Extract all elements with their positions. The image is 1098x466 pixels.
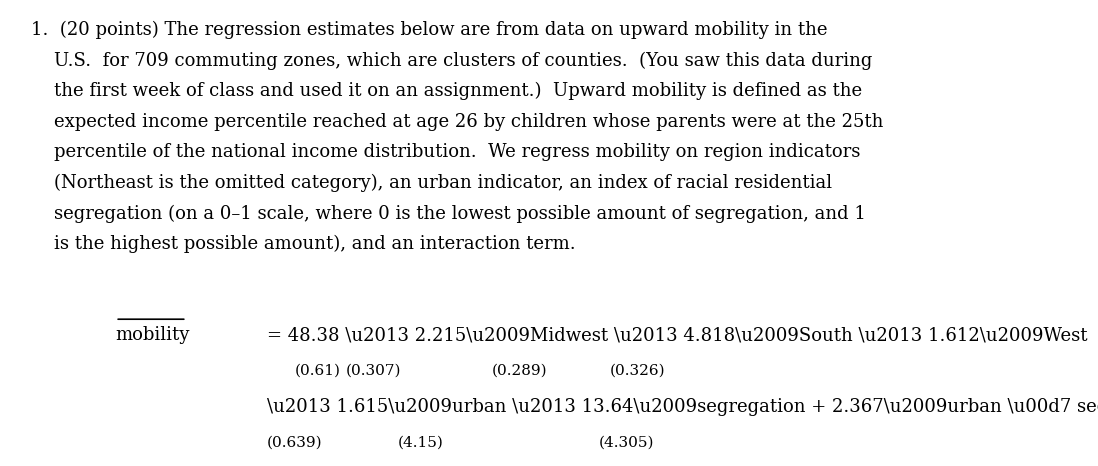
Text: (0.61): (0.61) bbox=[294, 364, 340, 378]
Text: expected income percentile reached at age 26 by children whose parents were at t: expected income percentile reached at ag… bbox=[31, 113, 883, 130]
Text: \u2013 1.615\u2009urban \u2013 13.64\u2009segregation + 2.367\u2009urban \u00d7 : \u2013 1.615\u2009urban \u2013 13.64\u20… bbox=[267, 398, 1098, 417]
Text: 1.  (20 points) The regression estimates below are from data on upward mobility : 1. (20 points) The regression estimates … bbox=[31, 21, 827, 39]
Text: segregation (on a 0–1 scale, where 0 is the lowest possible amount of segregatio: segregation (on a 0–1 scale, where 0 is … bbox=[31, 204, 865, 223]
Text: U.S.  for 709 commuting zones, which are clusters of counties.  (You saw this da: U.S. for 709 commuting zones, which are … bbox=[31, 52, 872, 70]
Text: (4.15): (4.15) bbox=[397, 435, 444, 449]
Text: percentile of the national income distribution.  We regress mobility on region i: percentile of the national income distri… bbox=[31, 143, 860, 161]
Text: (0.307): (0.307) bbox=[346, 364, 402, 378]
Text: (0.639): (0.639) bbox=[267, 435, 323, 449]
Text: (0.289): (0.289) bbox=[492, 364, 548, 378]
Text: the first week of class and used it on an assignment.)  Upward mobility is defin: the first week of class and used it on a… bbox=[31, 82, 862, 100]
Text: = 48.38 \u2013 2.215\u2009Midwest \u2013 4.818\u2009South \u2013 1.612\u2009West: = 48.38 \u2013 2.215\u2009Midwest \u2013… bbox=[267, 326, 1087, 344]
Text: (Northeast is the omitted category), an urban indicator, an index of racial resi: (Northeast is the omitted category), an … bbox=[31, 174, 832, 192]
Text: (0.326): (0.326) bbox=[609, 364, 665, 378]
Text: is the highest possible amount), and an interaction term.: is the highest possible amount), and an … bbox=[31, 235, 575, 253]
Text: mobility: mobility bbox=[115, 326, 190, 344]
Text: (4.305): (4.305) bbox=[598, 435, 654, 449]
